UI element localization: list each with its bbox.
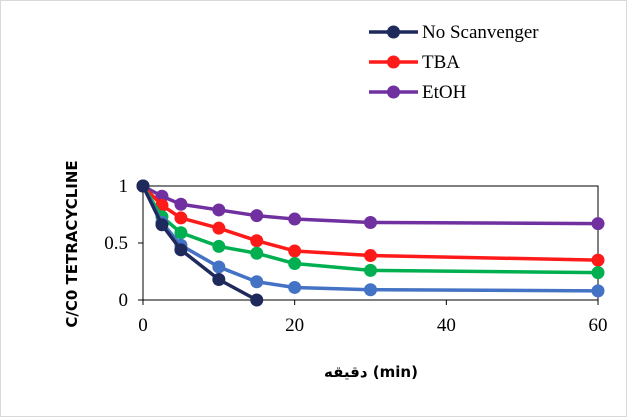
x-axis-title: دقیقه (min) — [324, 363, 418, 381]
data-point — [591, 253, 605, 267]
y-axis-title: C/C0 TETRACYCLINE — [63, 160, 81, 327]
legend-marker — [387, 55, 400, 69]
data-point — [591, 217, 605, 231]
data-point — [212, 221, 226, 235]
x-tick-label: 20 — [285, 315, 304, 336]
series-tba — [136, 179, 605, 267]
data-point — [591, 266, 605, 280]
legend-item: EtOH — [369, 82, 467, 103]
series-no-scanvenger — [136, 179, 264, 307]
data-point — [288, 257, 302, 271]
x-tick-label: 40 — [437, 315, 456, 336]
legend-marker — [387, 25, 400, 39]
data-point — [155, 218, 169, 232]
data-point — [364, 263, 377, 277]
legend: No Scanvenger TBA EtOH — [369, 22, 539, 103]
legend-marker — [387, 85, 400, 99]
legend-item: No Scanvenger — [369, 22, 539, 43]
legend-item: TBA — [369, 52, 460, 73]
data-point — [174, 243, 188, 257]
data-point — [250, 234, 264, 248]
data-point — [212, 260, 226, 274]
y-tick-label: 1 — [119, 176, 129, 197]
data-point — [212, 203, 226, 217]
legend-label: TBA — [422, 52, 460, 73]
data-point — [250, 293, 264, 307]
x-axis-ticks: 0 20 40 60 — [138, 300, 608, 336]
data-point — [136, 179, 150, 193]
data-point — [364, 283, 377, 297]
x-tick-label: 60 — [589, 315, 608, 336]
data-point — [250, 209, 264, 223]
y-tick-label: 0 — [119, 290, 129, 311]
y-axis-ticks: 00.51 — [104, 176, 143, 311]
data-point — [591, 284, 605, 298]
data-point — [174, 226, 188, 240]
data-point — [155, 189, 169, 203]
series-layer — [136, 179, 605, 307]
data-point — [174, 197, 188, 211]
data-point — [250, 275, 264, 289]
data-point — [288, 244, 302, 258]
data-point — [174, 211, 188, 225]
data-point — [212, 239, 226, 253]
legend-label: EtOH — [422, 82, 467, 103]
y-tick-label: 0.5 — [104, 233, 128, 254]
data-point — [364, 249, 377, 263]
x-tick-label: 0 — [138, 315, 148, 336]
legend-label: No Scanvenger — [422, 22, 539, 43]
data-point — [250, 246, 264, 260]
data-point — [288, 212, 302, 226]
data-point — [364, 215, 377, 229]
data-point — [288, 280, 302, 294]
data-point — [212, 272, 226, 286]
